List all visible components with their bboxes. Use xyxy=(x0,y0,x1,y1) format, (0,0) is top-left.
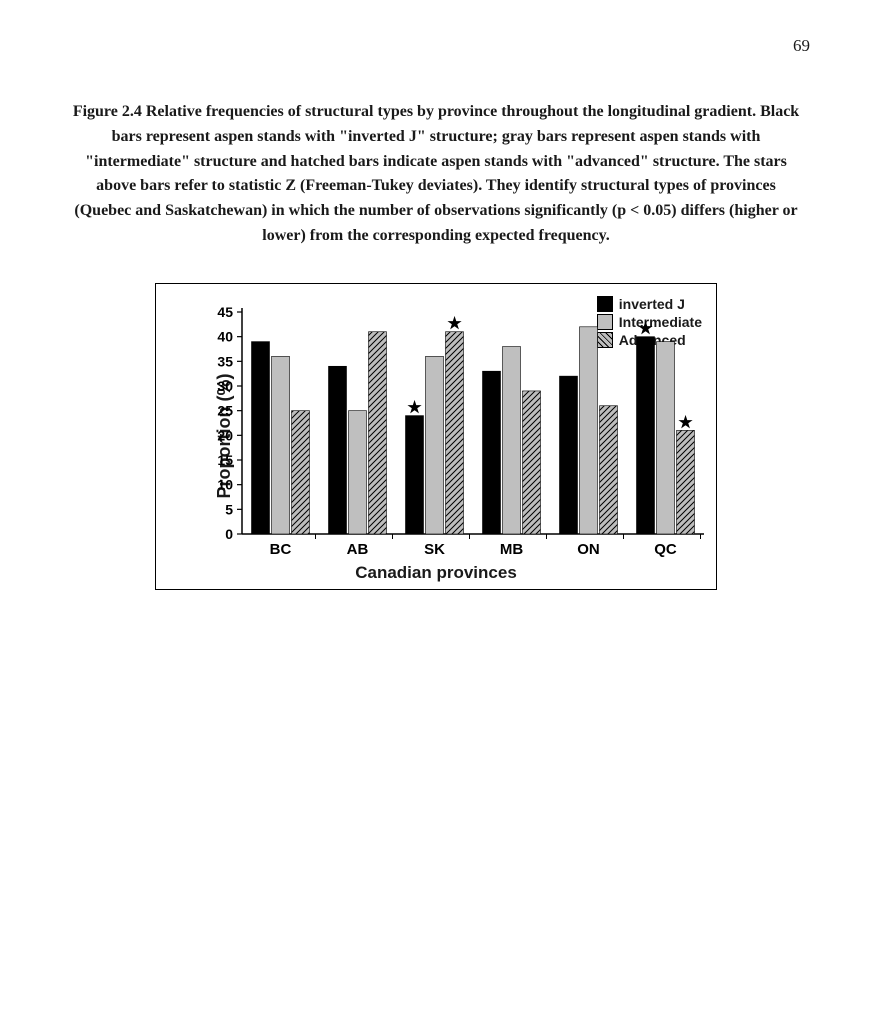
svg-text:15: 15 xyxy=(217,452,233,468)
svg-text:0: 0 xyxy=(225,526,233,542)
svg-text:★: ★ xyxy=(447,316,462,333)
svg-text:★: ★ xyxy=(638,320,653,337)
svg-text:35: 35 xyxy=(217,353,233,369)
svg-text:ON: ON xyxy=(577,541,600,558)
bar-chart: 0 5 10 15 20 25 30 35 40 45 BC AB ★ ★ SK MB ON ★ ★ QC xyxy=(156,284,716,589)
svg-text:★: ★ xyxy=(678,414,693,431)
svg-text:QC: QC xyxy=(654,541,677,558)
page-number: 69 xyxy=(793,36,810,56)
svg-text:25: 25 xyxy=(217,402,233,418)
svg-text:45: 45 xyxy=(217,304,233,320)
figure-caption: Figure 2.4 Relative frequencies of struc… xyxy=(70,100,802,249)
svg-text:AB: AB xyxy=(347,541,369,558)
svg-text:★: ★ xyxy=(407,399,422,416)
svg-text:20: 20 xyxy=(217,427,233,443)
svg-text:SK: SK xyxy=(424,541,445,558)
svg-text:BC: BC xyxy=(270,541,292,558)
svg-text:40: 40 xyxy=(217,328,233,344)
svg-text:MB: MB xyxy=(500,541,523,558)
svg-text:10: 10 xyxy=(217,476,233,492)
chart-frame: Proportion (%) inverted J Intermediate A… xyxy=(155,283,717,590)
x-axis-label: Canadian provinces xyxy=(156,563,716,583)
svg-text:5: 5 xyxy=(225,501,233,517)
svg-text:30: 30 xyxy=(217,378,233,394)
